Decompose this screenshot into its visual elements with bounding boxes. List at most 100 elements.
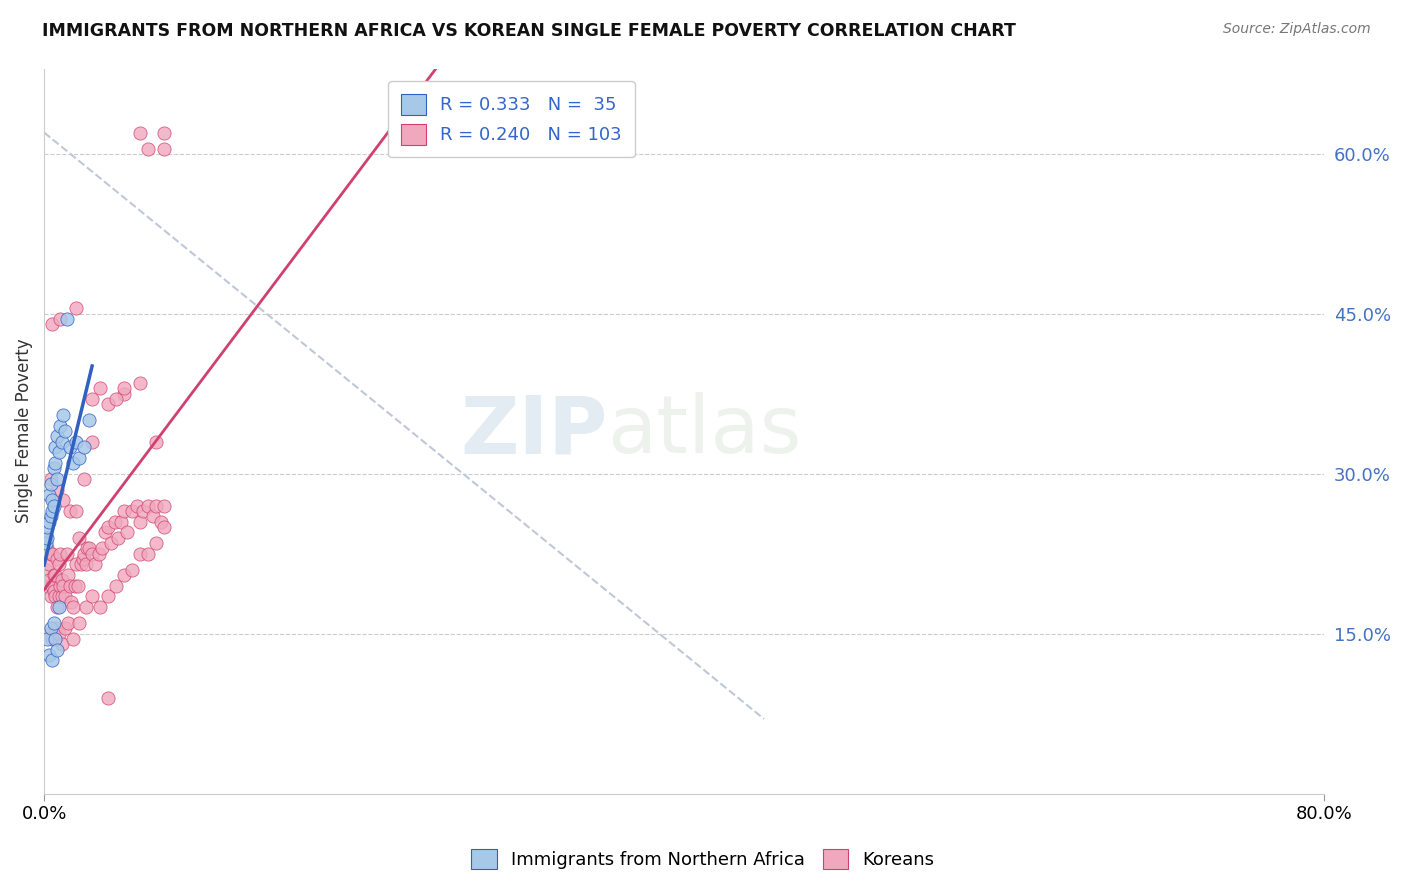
Point: [39, 477, 62, 491]
Point: [73, 472, 96, 486]
Point: [38, 488, 60, 502]
Point: [76, 541, 98, 556]
Point: [53, 621, 76, 635]
Point: [65, 504, 87, 518]
Point: [45, 472, 67, 486]
Point: [112, 568, 135, 582]
Point: [66, 579, 89, 593]
Point: [73, 440, 96, 454]
Point: [77, 541, 100, 556]
Point: [41, 493, 63, 508]
Point: [41, 653, 63, 667]
Point: [121, 504, 143, 518]
Point: [39, 547, 62, 561]
Point: [145, 499, 167, 513]
Point: [35, 531, 58, 545]
Point: [84, 558, 107, 572]
Point: [97, 397, 120, 411]
Point: [97, 520, 120, 534]
Point: [44, 568, 66, 582]
Point: [105, 579, 128, 593]
Legend: R = 0.333   N =  35, R = 0.240   N = 103: R = 0.333 N = 35, R = 0.240 N = 103: [388, 81, 634, 157]
Point: [75, 600, 97, 615]
Text: Source: ZipAtlas.com: Source: ZipAtlas.com: [1223, 22, 1371, 37]
Point: [136, 141, 159, 155]
Point: [44, 440, 66, 454]
Point: [129, 376, 152, 390]
Point: [110, 515, 132, 529]
Point: [136, 547, 159, 561]
Point: [100, 536, 122, 550]
Point: [77, 413, 100, 427]
Point: [49, 312, 72, 326]
Point: [67, 450, 90, 465]
Point: [51, 574, 73, 588]
Point: [48, 445, 70, 459]
Point: [53, 590, 76, 604]
Point: [94, 525, 117, 540]
Point: [37, 632, 59, 646]
Point: [112, 504, 135, 518]
Point: [37, 531, 59, 545]
Point: [49, 579, 72, 593]
Point: [44, 590, 66, 604]
Point: [53, 424, 76, 438]
Point: [117, 525, 139, 540]
Point: [48, 600, 70, 615]
Point: [51, 434, 73, 449]
Point: [51, 590, 73, 604]
Point: [132, 504, 155, 518]
Point: [45, 600, 67, 615]
Point: [65, 434, 87, 449]
Point: [41, 632, 63, 646]
Point: [37, 520, 59, 534]
Point: [62, 632, 84, 646]
Point: [82, 590, 104, 604]
Point: [63, 579, 86, 593]
Point: [52, 408, 75, 422]
Point: [55, 312, 77, 326]
Text: ZIP: ZIP: [460, 392, 607, 470]
Point: [129, 126, 152, 140]
Point: [65, 301, 87, 316]
Point: [62, 600, 84, 615]
Point: [82, 392, 104, 406]
Point: [44, 632, 66, 646]
Point: [149, 515, 172, 529]
Point: [38, 648, 60, 662]
Text: IMMIGRANTS FROM NORTHERN AFRICA VS KOREAN SINGLE FEMALE POVERTY CORRELATION CHAR: IMMIGRANTS FROM NORTHERN AFRICA VS KOREA…: [42, 22, 1017, 40]
Point: [41, 547, 63, 561]
Point: [39, 472, 62, 486]
Point: [62, 456, 84, 470]
Point: [44, 621, 66, 635]
Point: [35, 536, 58, 550]
Point: [82, 434, 104, 449]
Point: [129, 547, 152, 561]
Point: [89, 600, 111, 615]
Point: [75, 558, 97, 572]
Point: [42, 461, 65, 475]
Point: [97, 690, 120, 705]
Point: [45, 429, 67, 443]
Point: [48, 626, 70, 640]
Point: [45, 642, 67, 657]
Text: atlas: atlas: [607, 392, 801, 470]
Point: [82, 547, 104, 561]
Point: [153, 520, 176, 534]
Point: [153, 126, 176, 140]
Point: [49, 418, 72, 433]
Point: [51, 637, 73, 651]
Point: [38, 626, 60, 640]
Point: [145, 434, 167, 449]
Point: [42, 499, 65, 513]
Point: [35, 563, 58, 577]
Point: [42, 568, 65, 582]
Point: [48, 558, 70, 572]
Y-axis label: Single Female Poverty: Single Female Poverty: [15, 339, 32, 524]
Point: [59, 504, 82, 518]
Point: [44, 456, 66, 470]
Point: [37, 579, 59, 593]
Point: [129, 515, 152, 529]
Point: [42, 615, 65, 630]
Point: [39, 509, 62, 524]
